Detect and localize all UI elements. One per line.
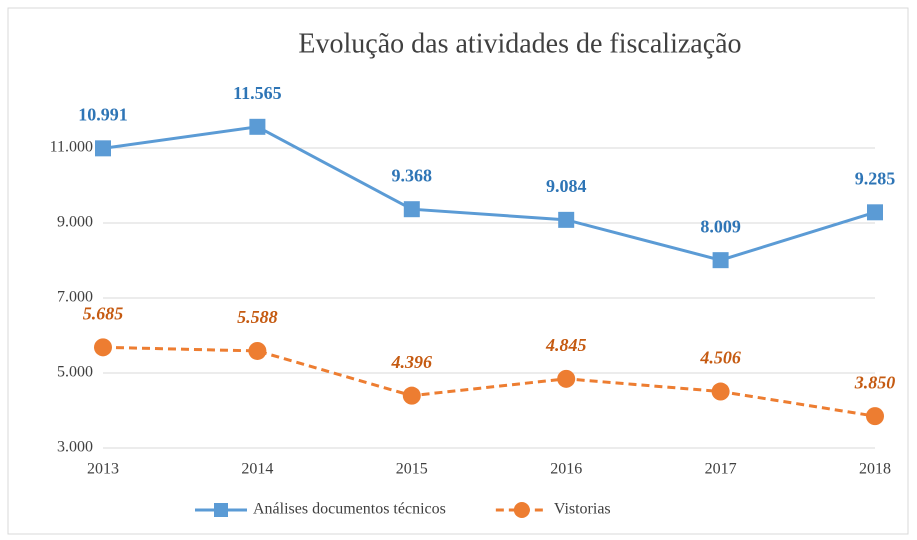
legend-label: Vistorias	[554, 501, 611, 518]
data-label: 10.991	[78, 104, 128, 124]
data-label: 11.565	[233, 83, 282, 103]
legend-marker	[214, 503, 228, 517]
chart-title: Evolução das atividades de fiscalização	[298, 28, 741, 59]
y-tick-label: 7.000	[57, 289, 93, 306]
marker	[249, 118, 266, 135]
x-tick-label: 2018	[859, 461, 891, 478]
marker	[403, 201, 420, 218]
data-label: 8.009	[700, 216, 741, 236]
data-label: 5.588	[237, 307, 278, 327]
data-label: 4.506	[699, 348, 741, 368]
series-line	[102, 125, 876, 262]
data-label: 4.845	[545, 335, 587, 355]
x-tick-label: 2014	[241, 461, 273, 478]
y-tick-label: 5.000	[57, 364, 93, 381]
marker	[248, 341, 267, 360]
data-label: 9.368	[392, 165, 433, 185]
marker	[95, 140, 111, 157]
marker	[557, 369, 576, 388]
y-tick-label: 9.000	[57, 214, 93, 231]
marker	[866, 407, 884, 426]
legend-label: Análises documentos técnicos	[253, 501, 446, 518]
data-label: 4.396	[391, 352, 433, 372]
marker	[402, 386, 421, 405]
data-label: 9.084	[546, 176, 587, 196]
y-tick-label: 11.000	[50, 139, 93, 156]
x-tick-label: 2013	[87, 461, 119, 478]
legend-marker	[513, 502, 530, 518]
series-line	[102, 345, 876, 418]
marker	[558, 211, 575, 228]
chart-border	[7, 7, 909, 535]
data-label: 9.285	[855, 168, 896, 188]
data-label: 5.685	[83, 303, 124, 323]
marker	[712, 252, 729, 269]
x-tick-label: 2017	[705, 461, 737, 478]
data-label: 3.850	[854, 372, 896, 392]
x-tick-label: 2016	[550, 461, 582, 478]
y-tick-label: 3.000	[57, 439, 93, 456]
x-tick-label: 2015	[396, 461, 428, 478]
marker	[94, 338, 112, 357]
marker	[867, 204, 883, 221]
marker	[711, 382, 730, 401]
